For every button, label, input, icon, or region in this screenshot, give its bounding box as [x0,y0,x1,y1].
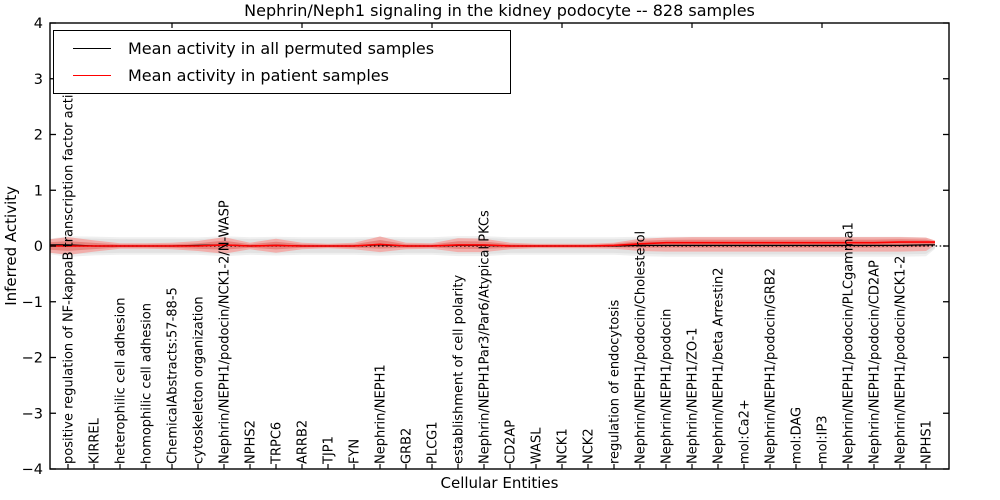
x-tick-label: Nephrin/NEPH1/ZO-1 [686,328,701,464]
x-tick-label: ChemicalAbstracts:57-88-5 [166,287,181,464]
x-tick-label: FYN [348,439,363,464]
legend-label-permuted: Mean activity in all permuted samples [128,39,435,58]
x-tick-label: Nephrin/NEPH1/podocin [660,309,675,464]
x-tick-label: PLCG1 [426,421,441,464]
legend-line-permuted [73,48,111,49]
patient-mean-line [50,241,935,247]
x-tick-label: NCK1 [556,428,571,464]
y-tick-label: −2 [22,351,43,367]
y-tick-label: 4 [34,16,43,32]
x-tick-label: establishment of cell polarity [452,275,467,464]
x-tick-label: Nephrin/NEPH1/podocin/GRB2 [764,268,779,464]
x-tick-label: regulation of endocytosis [608,299,623,464]
x-tick-label: NPHS2 [244,420,259,464]
x-tick-label: WASL [530,427,545,464]
y-tick-label: 3 [34,72,43,88]
x-tick-label: Nephrin/NEPH1/podocin/Cholesterol [634,231,649,464]
x-tick-label: mol:DAG [790,407,805,464]
y-tick-label: 2 [34,128,43,144]
x-tick-label: cytoskeleton organization [192,296,207,464]
legend-item-patient: Mean activity in patient samples [54,66,510,85]
legend-item-permuted: Mean activity in all permuted samples [54,39,510,58]
y-tick-label: 0 [34,239,43,255]
x-tick-label: homophilic cell adhesion [140,303,155,464]
x-tick-label: heterophilic cell adhesion [114,298,129,465]
x-tick-label: positive regulation of NF-kappaB transcr… [62,70,77,464]
x-tick-label: Nephrin/NEPH1Par3/Par6/Atypical PKCs [478,210,493,464]
y-tick-label: −3 [22,406,43,422]
x-tick-label: Nephrin/NEPH1/podocin/PLCgamma1 [842,222,857,464]
x-tick-label: ARRB2 [296,420,311,464]
legend-label-patient: Mean activity in patient samples [128,66,389,85]
x-tick-label: TJP1 [322,436,337,465]
chart-title: Nephrin/Neph1 signaling in the kidney po… [244,1,755,20]
legend: Mean activity in all permuted samples Me… [53,30,511,94]
x-tick-label: Nephrin/NEPH1/podocin/NCK1-2/N-WASP [218,200,233,464]
x-tick-label: mol:IP3 [816,415,831,464]
x-tick-label: TRPC6 [270,422,285,465]
x-tick-label: Nephrin/NEPH1 [374,364,389,464]
x-tick-label: GRB2 [400,428,415,464]
legend-line-patient [73,75,111,76]
x-axis-title: Cellular Entities [440,474,559,492]
x-tick-label: NPHS1 [920,420,935,464]
x-tick-label: Nephrin/NEPH1/podocin/NCK1-2 [894,256,909,464]
y-tick-label: 1 [34,183,43,199]
y-tick-label: −4 [22,462,43,478]
x-tick-label: NCK2 [582,428,597,464]
x-tick-label: Nephrin/NEPH1/podocin/CD2AP [868,260,883,464]
x-tick-label: mol:Ca2+ [738,399,753,464]
x-tick-label: Nephrin/NEPH1/beta Arrestin2 [712,268,727,465]
x-tick-label: CD2AP [504,420,519,464]
y-tick-label: −1 [22,295,43,311]
x-tick-label: KIRREL [88,417,103,464]
